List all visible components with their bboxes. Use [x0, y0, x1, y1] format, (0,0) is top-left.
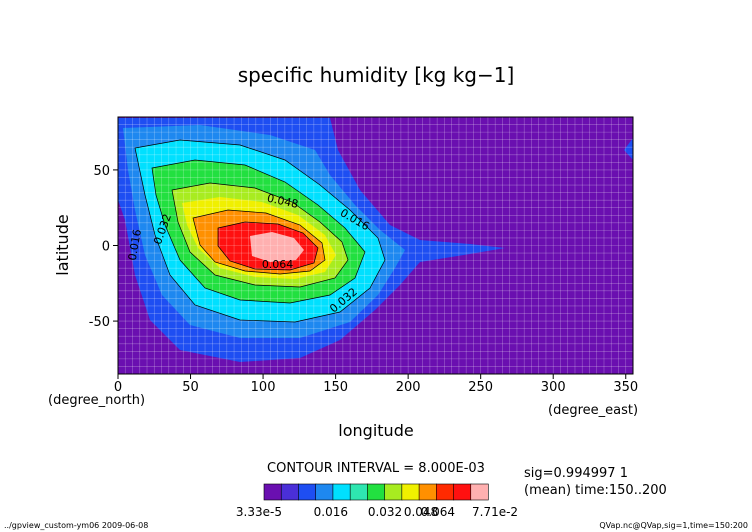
y-axis-unit: (degree_north)	[48, 393, 145, 408]
colorbar-swatch	[349, 483, 368, 501]
colorbar-swatch	[298, 483, 317, 501]
x-tick-label: 0	[114, 380, 122, 395]
colorbar-tick-label: 3.33e-5	[236, 505, 282, 519]
colorbar-swatch	[263, 483, 282, 501]
y-tick-label: -50	[89, 315, 110, 330]
colorbar-swatch	[315, 483, 334, 501]
colorbar-swatch	[401, 483, 420, 501]
contour-fill-level-9	[250, 232, 304, 262]
contour-line-3	[151, 159, 366, 304]
colorbar-tick-label: 0.016	[314, 505, 348, 519]
x-tick-label: 150	[323, 380, 348, 395]
colorbar-tick-label: 0.048	[404, 505, 438, 519]
colorbar-tick-label: 0.032	[368, 505, 402, 519]
footer-left: ../gpview_custom-ym06 2009-06-08	[4, 521, 148, 530]
contour-label: 0.016	[126, 228, 144, 261]
x-axis-label: longitude	[338, 421, 413, 440]
plot-area	[118, 117, 633, 374]
contour-fill-edge-blob	[624, 138, 633, 160]
contour-line-4	[171, 182, 349, 288]
x-axis-unit: (degree_east)	[548, 403, 638, 418]
y-axis-ticks: 50 0 -50	[89, 164, 118, 330]
colorbar-swatch	[453, 483, 472, 501]
x-tick-label: 200	[396, 380, 421, 395]
colorbar-swatch	[384, 483, 403, 501]
info-line-1: sig=0.994997 1	[524, 466, 628, 481]
contour-label: 0.064	[262, 258, 294, 271]
info-line-2: (mean) time:150..200	[524, 483, 667, 498]
x-tick-label: 50	[182, 380, 199, 395]
grid-lines	[118, 117, 633, 374]
x-tick-label: 250	[468, 380, 493, 395]
contour-line-2	[134, 139, 386, 323]
x-tick-label: 350	[613, 380, 638, 395]
colorbar-swatch	[418, 483, 437, 501]
colorbar-tick-label: 0.064	[421, 505, 455, 519]
contour-line-5	[192, 209, 326, 275]
y-tick-label: 50	[93, 164, 110, 179]
colorbar-swatch	[280, 483, 300, 501]
footer-right: QVap.nc@QVap,sig=1,time=150:200	[599, 521, 748, 530]
colorbar-tick-label: 7.71e-2	[472, 505, 518, 519]
contour-interval-text: CONTOUR INTERVAL = 8.000E-03	[267, 461, 485, 476]
x-tick-label: 300	[541, 380, 566, 395]
x-tick-label: 100	[251, 380, 276, 395]
colorbar-swatch	[332, 483, 351, 501]
colorbar-swatch	[367, 483, 386, 501]
y-axis-label: latitude	[53, 214, 72, 275]
y-tick-label: 0	[102, 240, 110, 255]
chart-title: specific humidity [kg kg−1]	[238, 63, 515, 87]
contour-line-6	[217, 221, 319, 271]
colorbar-swatch	[470, 483, 489, 501]
contour-lines	[134, 139, 386, 323]
colorbar	[263, 483, 489, 501]
colorbar-swatch	[436, 483, 455, 501]
x-axis-ticks: 0 50 100 150 200 250 300 350	[114, 374, 638, 395]
contour-label: 0.048	[266, 192, 300, 211]
